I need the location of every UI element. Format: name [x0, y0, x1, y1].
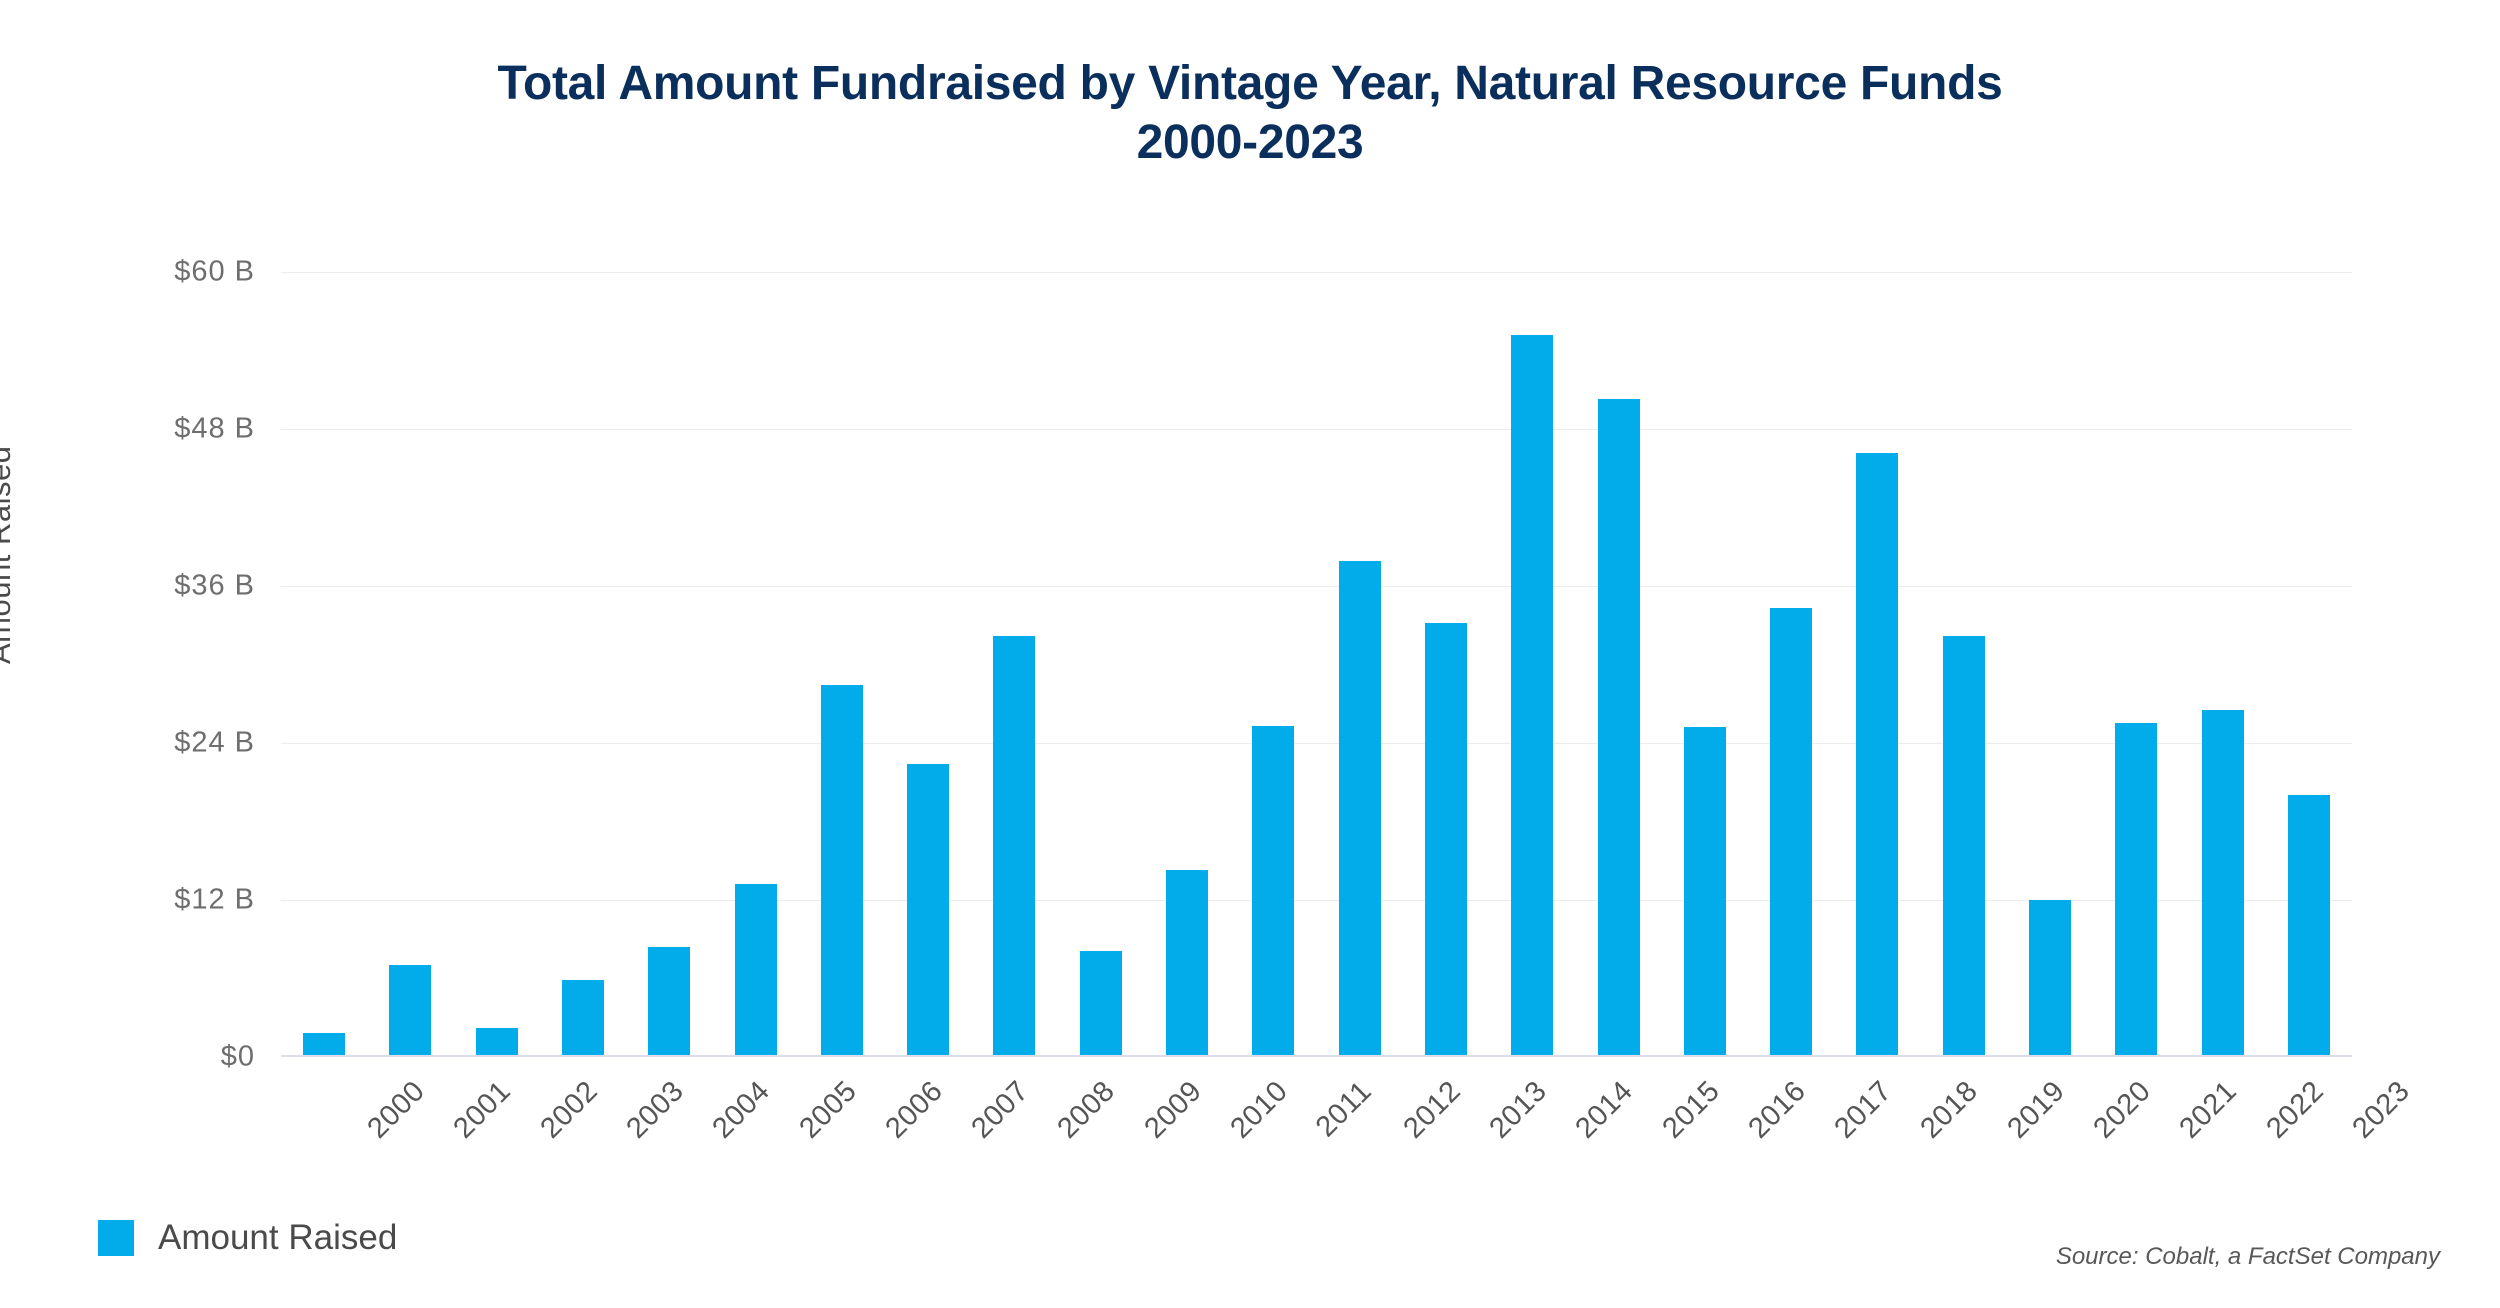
bar-2023[interactable]: [2287, 795, 2330, 1057]
bar-2018[interactable]: [1856, 452, 1899, 1057]
bar-2021[interactable]: [2115, 723, 2158, 1057]
x-axis-line: [281, 1055, 2352, 1057]
bar-2003[interactable]: [562, 979, 605, 1057]
y-tick-label-0: $0: [220, 1040, 255, 1073]
bar-2017[interactable]: [1770, 608, 1813, 1057]
y-tick-label-12: $12 B: [174, 883, 255, 916]
bar-2006[interactable]: [820, 685, 863, 1057]
bar-2005[interactable]: [734, 884, 777, 1057]
bar-2011[interactable]: [1252, 726, 1295, 1057]
bar-2000[interactable]: [303, 1033, 346, 1057]
gridline-36: [281, 586, 2352, 587]
bar-2014[interactable]: [1511, 334, 1554, 1057]
legend-label-amount-raised: Amount Raised: [158, 1218, 398, 1257]
legend-swatch-amount-raised: [98, 1220, 134, 1256]
bar-2010[interactable]: [1166, 869, 1209, 1057]
bar-2016[interactable]: [1683, 727, 1726, 1057]
gridline-48: [281, 429, 2352, 430]
chart-legend[interactable]: Amount Raised: [98, 1218, 397, 1258]
gridline-12: [281, 900, 2352, 901]
bar-2002[interactable]: [475, 1028, 518, 1057]
bar-2019[interactable]: [1942, 635, 1985, 1057]
bar-2020[interactable]: [2028, 900, 2071, 1057]
gridline-60: [281, 272, 2352, 273]
source-note: Source: Cobalt, a FactSet Company: [2055, 1243, 2440, 1270]
plot-area: [281, 272, 2352, 1057]
chart-title-line-2: 2000-2023: [1136, 115, 1364, 169]
y-tick-label-60: $60 B: [174, 255, 255, 288]
chart-title: Total Amount Fundraised by Vintage Year,…: [120, 55, 2380, 172]
gridline-24: [281, 743, 2352, 744]
bar-2012[interactable]: [1338, 561, 1381, 1057]
bar-2022[interactable]: [2201, 710, 2244, 1057]
bar-2015[interactable]: [1597, 398, 1640, 1057]
bar-2007[interactable]: [907, 763, 950, 1057]
bar-2013[interactable]: [1424, 622, 1467, 1057]
bar-2009[interactable]: [1079, 951, 1122, 1057]
y-tick-label-24: $24 B: [174, 726, 255, 759]
bar-2008[interactable]: [993, 635, 1036, 1057]
bar-2001[interactable]: [389, 965, 432, 1057]
chart-title-line-1: Total Amount Fundraised by Vintage Year,…: [497, 57, 2003, 110]
y-tick-label-48: $48 B: [174, 412, 255, 445]
y-tick-label-36: $36 B: [174, 569, 255, 602]
bar-2004[interactable]: [648, 947, 691, 1057]
